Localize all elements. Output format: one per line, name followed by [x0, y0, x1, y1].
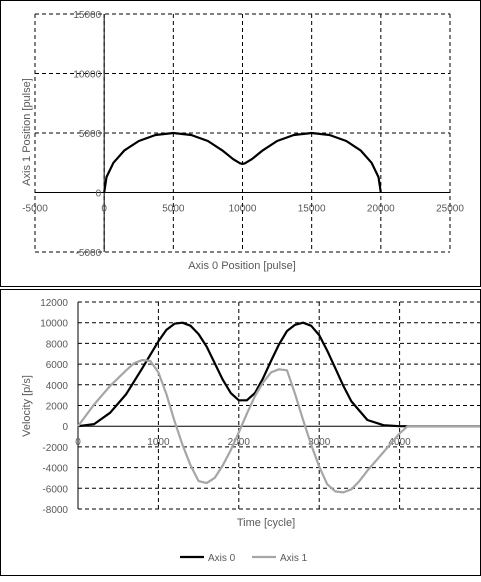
chart2-frame — [0, 289, 481, 576]
chart2-y-tick-label: -6000 — [42, 484, 68, 495]
chart2-y-tick-label: 0 — [62, 422, 68, 433]
chart2-series — [77, 321, 480, 494]
chart2-x-tick-label: 0 — [75, 437, 81, 448]
chart1-x-axis-label: Axis 0 Position [pulse] — [188, 260, 296, 272]
chart1-y-tick-label: -5000 — [76, 248, 102, 259]
chart2-legend: Axis 0 Axis 1 — [180, 553, 308, 564]
chart1-series — [103, 131, 382, 193]
chart2-y-axis-label: Velocity [p/s] — [21, 375, 33, 437]
chart1-x-tick-label: 20000 — [367, 204, 395, 215]
chart2-y-tick-label: 10000 — [40, 319, 68, 330]
chart2-y-tick-label: -2000 — [42, 443, 68, 454]
chart2-y-tick-label: 8000 — [46, 339, 69, 350]
chart2-x-axis-label: Time [cycle] — [237, 517, 295, 529]
chart2-x-tick-label: 1000 — [147, 437, 170, 448]
chart2-x-tick-label: 3000 — [308, 437, 331, 448]
chart2-x-tick-label: 2000 — [228, 437, 251, 448]
chart1-x-tick-label: -5000 — [22, 204, 48, 215]
chart2-gridlines — [77, 301, 480, 510]
chart2-series-axis-0 — [77, 321, 480, 428]
legend-label-axis-0: Axis 0 — [208, 553, 236, 564]
chart1-y-tick-label: 15000 — [73, 10, 101, 21]
chart2-y-tick-label: -8000 — [42, 505, 68, 516]
chart1-frame — [0, 0, 481, 287]
chart1-y-tick-label: 0 — [96, 189, 102, 200]
chart1-tick-labels: -5000 0 5000 10000 15000 20000 25000 -5000 0 5000… — [22, 10, 464, 259]
chart1-series-line — [103, 131, 382, 193]
chart2-y-tick-label: 2000 — [46, 402, 69, 413]
chart1-x-tick-label: 25000 — [436, 204, 464, 215]
chart1-x-tick-label: 15000 — [298, 204, 326, 215]
legend-label-axis-1: Axis 1 — [280, 553, 308, 564]
chart2-tick-labels: 0 1000 2000 3000 4000 12000 10000 8000 6000 4000 2… — [40, 298, 411, 516]
chart1-x-tick-label: 5000 — [162, 204, 185, 215]
chart1-x-tick-label: 0 — [101, 204, 107, 215]
chart1-axes — [35, 14, 450, 252]
chart2-x-tick-label: 4000 — [388, 437, 411, 448]
chart2-y-tick-label: 12000 — [40, 298, 68, 309]
chart2-series-axis-1 — [77, 358, 480, 494]
chart2-y-tick-label: 6000 — [46, 360, 69, 371]
chart1-y-axis-label: Axis 1 Position [pulse] — [21, 78, 33, 186]
chart1-x-tick-label: 10000 — [229, 204, 257, 215]
chart2-y-tick-label: 4000 — [46, 381, 69, 392]
chart2-y-tick-label: -4000 — [42, 464, 68, 475]
chart1-y-tick-label: 10000 — [73, 70, 101, 81]
chart1-y-tick-label: 5000 — [79, 129, 102, 140]
